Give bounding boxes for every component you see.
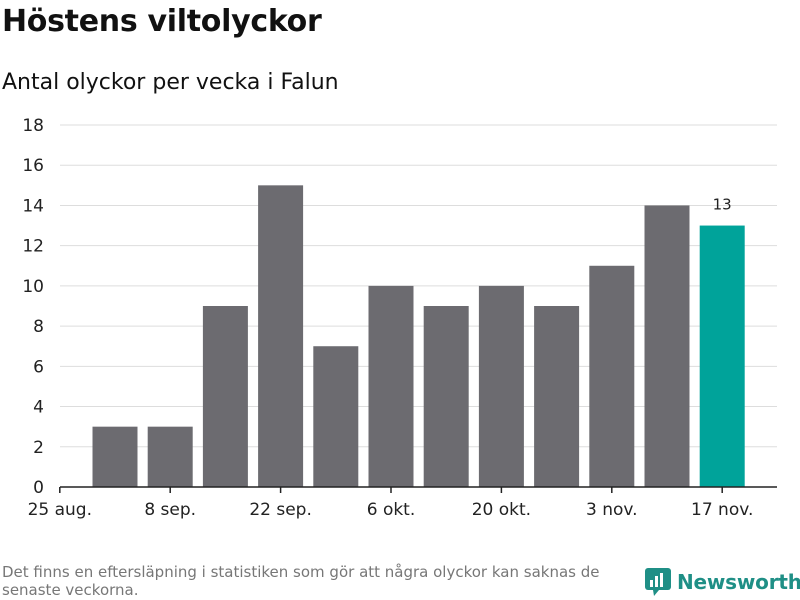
bar-chart: 0 2 4 6 8 10 12 14 16 18 25 aug. 8 sep. 22 sep. 6 okt… [22, 116, 777, 520]
data-label: 13 [713, 196, 732, 214]
y-tick-label: 8 [33, 317, 44, 337]
bar [202, 306, 248, 487]
footnote: Det finns en eftersläpning i statistiken… [2, 563, 600, 599]
bar [699, 225, 745, 488]
y-tick-label: 2 [33, 438, 44, 458]
y-tick-label: 18 [22, 116, 44, 136]
bar [313, 346, 359, 487]
bar [589, 265, 635, 487]
axes: 0 2 4 6 8 10 12 14 16 18 25 aug. 8 sep. 22 sep. 6 okt… [22, 116, 777, 520]
newsworthy-logo[interactable]: Newsworthy [645, 568, 800, 596]
bar [368, 285, 414, 487]
y-tick-label: 4 [33, 398, 44, 418]
x-tick-label: 22 sep. [249, 500, 312, 520]
y-tick-label: 14 [22, 196, 44, 216]
bar [147, 426, 193, 487]
x-tick-label: 25 aug. [28, 500, 92, 520]
y-tick-label: 16 [22, 156, 44, 176]
x-tick-label: 3 nov. [586, 500, 638, 520]
y-tick-label: 10 [22, 277, 44, 297]
bar [92, 426, 138, 487]
bar [644, 205, 690, 487]
chart-title: Höstens viltolyckor [2, 4, 322, 39]
data-labels: 13 [713, 196, 732, 214]
bar-chart-logo-icon [645, 568, 671, 596]
x-tick-label: 8 sep. [144, 500, 196, 520]
bar [478, 285, 524, 487]
bars [92, 185, 745, 488]
x-tick-label: 6 okt. [367, 500, 416, 520]
y-tick-label: 6 [33, 357, 44, 377]
x-tick-label: 17 nov. [691, 500, 753, 520]
bar [258, 185, 304, 488]
y-tick-label: 0 [33, 478, 44, 498]
brand-name: Newsworthy [677, 570, 800, 594]
x-tick-label: 20 okt. [472, 500, 531, 520]
chart-subtitle: Antal olyckor per vecka i Falun [2, 70, 339, 95]
bar [423, 306, 469, 487]
bar [534, 306, 580, 487]
y-tick-label: 12 [22, 237, 44, 257]
